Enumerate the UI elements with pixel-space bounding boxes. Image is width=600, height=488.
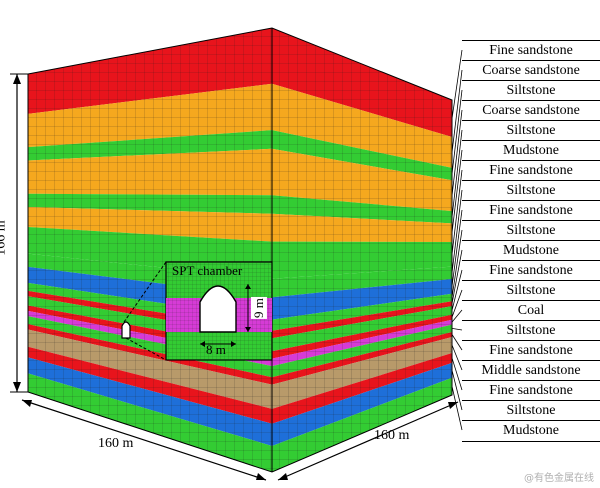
legend-leader-line	[451, 109, 463, 196]
legend-leader-line	[451, 189, 463, 273]
legend-item: Siltstone	[462, 220, 600, 241]
inset-leader-top	[123, 261, 167, 323]
inset-title: SPT chamber	[172, 263, 243, 278]
legend-item: Middle sandstone	[462, 360, 600, 381]
legend-leader-line	[451, 289, 463, 318]
legend-item: Siltstone	[462, 80, 600, 101]
left-mesh	[28, 28, 272, 472]
legend-leader-line	[451, 344, 463, 371]
legend-item: Siltstone	[462, 280, 600, 301]
legend-leader-line	[451, 229, 463, 298]
legend-item: Fine sandstone	[462, 40, 600, 61]
legend-leader-line	[451, 49, 463, 119]
legend-leader-line	[451, 89, 463, 175]
legend-item: Fine sandstone	[462, 340, 600, 361]
legend-leader-line	[451, 370, 463, 411]
inset-width-label: 8 m	[206, 342, 226, 357]
legend-item: Siltstone	[462, 120, 600, 141]
legend-leader-line	[451, 169, 463, 255]
height-label: 166 m	[0, 220, 9, 256]
legend-item: Siltstone	[462, 320, 600, 341]
legend-leaders	[451, 49, 463, 431]
height-dimension	[10, 73, 28, 393]
chamber-outline	[121, 321, 131, 339]
left-width-label: 160 m	[98, 436, 134, 451]
legend-leader-line	[451, 209, 463, 287]
right-width-label: 160 m	[374, 428, 410, 443]
legend-item: Coarse sandstone	[462, 100, 600, 121]
legend-leader-line	[451, 149, 463, 233]
legend-leader-line	[451, 269, 463, 311]
legend-leader-line	[451, 357, 463, 391]
watermark: @有色金属在线	[524, 473, 594, 484]
right-width-dimension	[277, 401, 459, 481]
legend-leader-line	[451, 249, 463, 304]
legend-item: Mudstone	[462, 420, 600, 442]
legend-item: Fine sandstone	[462, 160, 600, 181]
legend-leader-line	[451, 69, 463, 153]
legend-item: Fine sandstone	[462, 260, 600, 281]
legend-item: Mudstone	[462, 140, 600, 161]
legend-item: Fine sandstone	[462, 200, 600, 221]
legend-leader-line	[451, 327, 463, 331]
legend-leader-line	[451, 334, 463, 351]
inset-leader-bottom	[125, 337, 167, 361]
left-width-dimension	[21, 399, 267, 481]
legend-item: Siltstone	[462, 180, 600, 201]
inset-height-label: 9 m	[250, 297, 267, 319]
chamber-section	[199, 285, 237, 333]
legend-leader-line	[451, 309, 463, 323]
legend-item: Fine sandstone	[462, 380, 600, 401]
legend-leader-line	[451, 129, 463, 218]
legend-item: Mudstone	[462, 240, 600, 261]
legend-item: Coarse sandstone	[462, 60, 600, 81]
legend-item: Coal	[462, 300, 600, 321]
right-mesh	[272, 28, 452, 472]
legend-item: Siltstone	[462, 400, 600, 421]
legend-leader-line	[451, 386, 463, 431]
